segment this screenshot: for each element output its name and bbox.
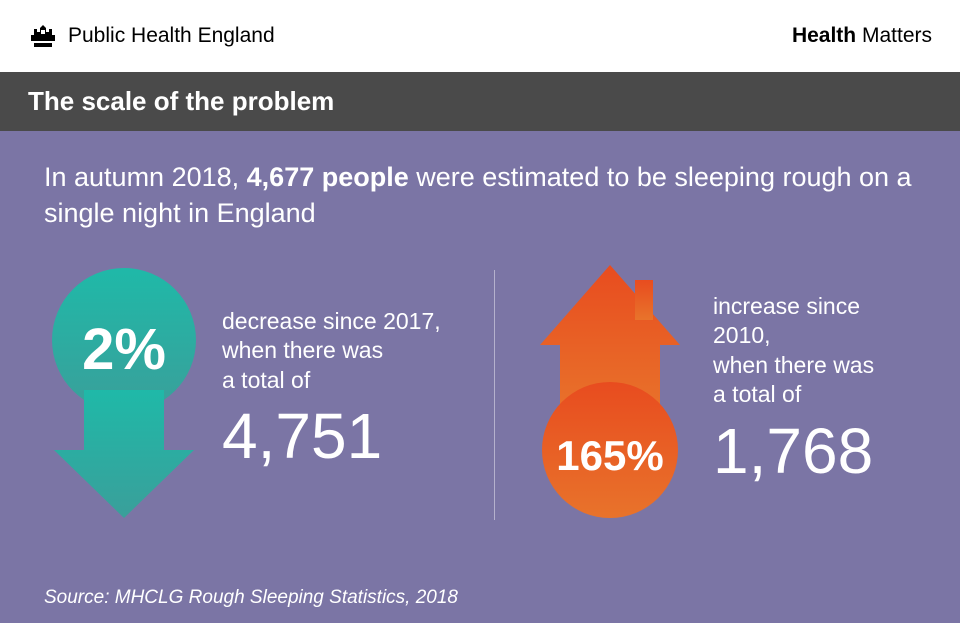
right-value: 1,768	[713, 414, 905, 488]
left-value: 4,751	[222, 399, 441, 473]
right-stat: 165% increase since 2010, when there was…	[495, 260, 905, 520]
columns: 2% decrease since 2017, when there was a…	[44, 260, 916, 520]
left-stat: 2% decrease since 2017, when there was a…	[44, 260, 494, 520]
left-text: decrease since 2017, when there was a to…	[222, 307, 441, 473]
brand: Health Matters	[792, 24, 932, 48]
crest-icon	[28, 23, 58, 49]
intro-bold: 4,677 people	[247, 162, 409, 192]
down-arrow-icon: 2%	[44, 260, 204, 520]
left-desc: decrease since 2017, when there was a to…	[222, 307, 441, 395]
left-pct: 2%	[82, 316, 166, 383]
intro-prefix: In autumn 2018,	[44, 162, 247, 192]
right-desc: increase since 2010, when there was a to…	[713, 292, 905, 410]
org-name: Public Health England	[68, 24, 275, 48]
logo-group: Public Health England	[28, 23, 275, 49]
header: Public Health England Health Matters	[0, 0, 960, 72]
right-text: increase since 2010, when there was a to…	[713, 292, 905, 488]
house-up-icon: 165%	[525, 260, 695, 520]
brand-bold: Health	[792, 24, 856, 47]
intro-text: In autumn 2018, 4,677 people were estima…	[44, 159, 916, 232]
brand-rest: Matters	[856, 24, 932, 47]
right-pct: 165%	[556, 432, 663, 480]
title-bar: The scale of the problem	[0, 72, 960, 131]
main-panel: In autumn 2018, 4,677 people were estima…	[0, 131, 960, 623]
source-text: Source: MHCLG Rough Sleeping Statistics,…	[44, 587, 458, 609]
